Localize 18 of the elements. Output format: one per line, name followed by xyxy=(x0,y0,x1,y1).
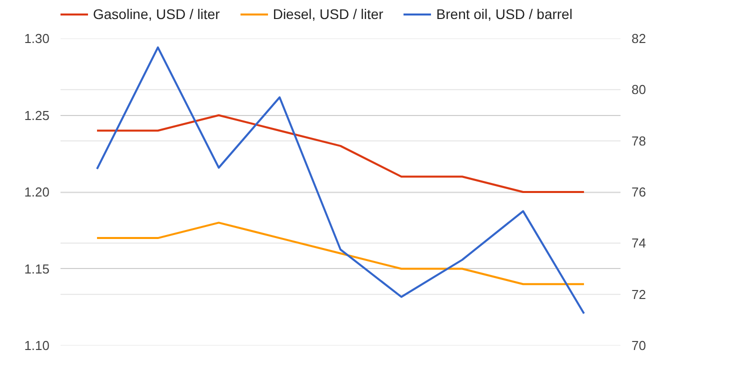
y2-tick-label: 78 xyxy=(632,133,646,148)
y-tick-label: 1.10 xyxy=(24,338,50,353)
legend-label: Brent oil, USD / barrel xyxy=(436,6,572,22)
y2-tick-label: 72 xyxy=(632,286,646,302)
y-tick-label: 1.20 xyxy=(24,184,50,200)
y-tick-label: 1.25 xyxy=(24,108,50,123)
y2-tick-label: 82 xyxy=(632,31,646,46)
legend-label: Diesel, USD / liter xyxy=(272,6,384,22)
legend-label: Gasoline, USD / liter xyxy=(93,6,220,22)
y2-tick-label: 74 xyxy=(632,236,646,251)
line-series xyxy=(96,222,585,286)
line-series xyxy=(96,114,585,193)
y2-tick-label: 80 xyxy=(632,82,646,98)
y2-tick-label: 76 xyxy=(632,184,646,200)
y2-tick-label: 70 xyxy=(632,338,646,353)
y-tick-label: 1.15 xyxy=(24,261,50,276)
y-tick-label: 1.30 xyxy=(24,31,50,46)
line-series xyxy=(96,46,585,315)
